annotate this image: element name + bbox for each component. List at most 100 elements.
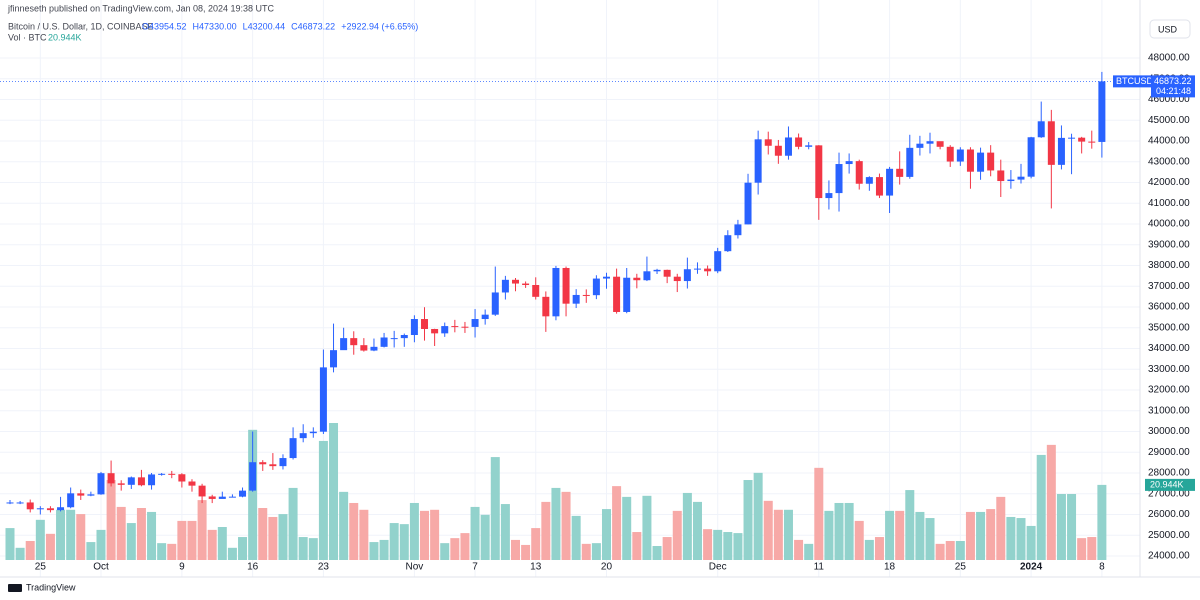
volume-bar [672,510,682,560]
candle-body [613,276,621,312]
volume-value: 20.944K [48,32,82,42]
candle-body [1027,137,1035,177]
volume-bar [389,523,399,560]
candle-body [431,328,439,334]
volume-bar [1087,537,1097,560]
volume-layer [5,423,1107,560]
x-tick-label: 7 [472,562,478,573]
candle-body [239,490,247,497]
symbol-tag-bg [1113,75,1151,88]
candle-body [107,473,115,484]
volume-bar [844,502,854,560]
candle-body [774,145,782,156]
symbol-tag: BTCUSD [1116,76,1154,86]
volume-tag-bg [1145,478,1195,491]
x-tick-label: 8 [1099,562,1105,573]
volume-bar [5,528,15,560]
candle-body [26,502,34,510]
volume-bar [217,527,227,560]
candle-body [734,224,742,236]
candle-body [855,161,863,184]
ohlc-value: +2922.94 (+6.65%) [341,21,418,31]
candle-body [178,474,186,482]
volume-bar [895,510,905,560]
y-tick-label: 30000.00 [1148,426,1190,437]
volume-bar [703,529,713,560]
x-tick-label: 9 [179,562,185,573]
volume-bar [430,509,440,560]
volume-bar [531,528,541,560]
candle-body [471,319,479,327]
candle-body [269,464,277,467]
candle-body [158,473,166,475]
volume-bar [207,529,217,560]
volume-bar [723,532,733,560]
volume-bar [308,538,318,560]
candle-body [865,177,873,184]
volume-bar [248,429,258,560]
volume-bar [551,487,561,560]
volume-bar [258,507,268,560]
volume-bar [662,537,672,560]
volume-bar [96,529,106,560]
volume-bar [652,546,662,560]
volume-bar [329,423,339,560]
y-tick-label: 41000.00 [1148,198,1190,209]
volume-bar [349,502,359,560]
volume-bar [369,542,379,560]
volume-bar [460,533,470,560]
candle-body [936,141,944,147]
candle-body [380,337,388,347]
ohlc-value: L43200.44 [243,21,286,31]
y-tick-label: 26000.00 [1148,509,1190,520]
candle-body [461,326,469,328]
x-tick-label: 13 [530,562,542,573]
candle-body [532,284,540,297]
volume-bar [794,539,804,560]
candle-body [1017,176,1025,180]
candle-body [623,277,631,312]
candle-body [441,326,449,334]
volume-bar [541,501,551,560]
volume-bar [147,511,157,560]
volume-bar [561,491,571,560]
candle-body [946,146,954,162]
currency[interactable]: USD [1158,24,1178,34]
volume-bar [227,547,237,560]
candle-body [57,507,65,511]
volume-bar [116,506,126,560]
x-tick-label: 18 [884,562,896,573]
candle-body [1007,179,1015,182]
volume-bar [177,520,187,560]
price-tag-bg [1151,75,1195,98]
ohlc-value: O43954.52 [142,21,187,31]
candle-body [87,494,95,496]
candle-body [421,319,429,329]
volume-bar [632,532,642,560]
volume-bar [1046,444,1056,560]
volume-bar [66,509,76,560]
candle-body [340,338,348,351]
volume-bar [581,543,591,560]
candle-body [896,168,904,177]
candle-body [1047,121,1055,165]
volume-bar [814,467,824,560]
candle-body [673,276,681,282]
y-tick-label: 34000.00 [1148,343,1190,354]
candle-body [390,338,398,340]
volume-bar [511,539,520,560]
y-tick-label: 40000.00 [1148,219,1190,230]
candle-body [1098,81,1106,142]
candle-body [805,145,813,147]
candle-body [67,493,75,508]
candle-body [360,345,368,351]
candle-body [825,193,833,199]
volume-bar [56,509,66,560]
volume-bar [753,472,763,560]
symbol: Bitcoin / U.S. Dollar, 1D, COINBASE [8,21,154,31]
y-tick-label: 32000.00 [1148,385,1190,396]
candle-body [795,137,803,147]
candle-body [916,143,924,148]
currency-button[interactable] [1149,19,1191,39]
